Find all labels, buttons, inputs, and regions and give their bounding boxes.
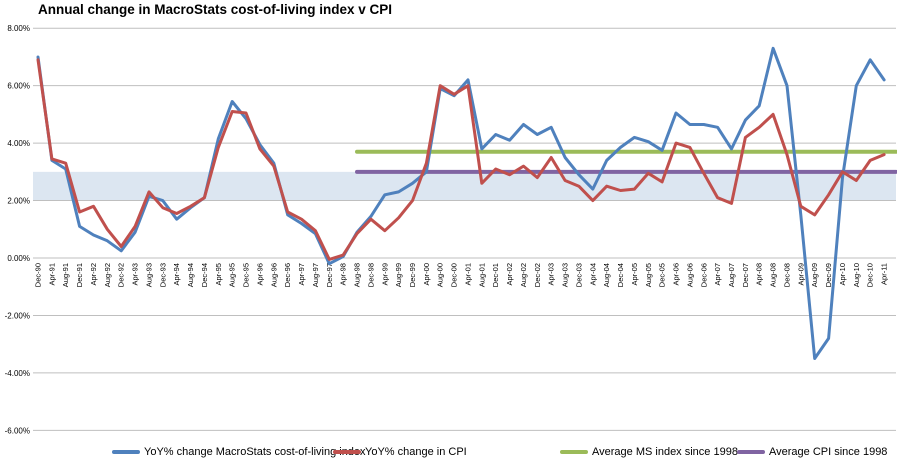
y-axis-tick-label: -2.00% (5, 311, 30, 320)
x-axis-tick-label: Apr-94 (172, 263, 181, 286)
legend-item: Average CPI since 1998 (737, 444, 887, 460)
target-band (33, 171, 896, 201)
x-axis-tick-label: Dec-97 (325, 263, 334, 287)
x-axis-tick-label: Aug-05 (644, 263, 653, 287)
x-axis-tick-label: Apr-09 (796, 263, 805, 286)
x-axis-tick-label: Aug-98 (353, 263, 362, 287)
x-axis-tick-label: Dec-99 (408, 263, 417, 287)
legend-label: YoY% change in CPI (365, 446, 467, 458)
x-axis-tick-label: Apr-95 (214, 263, 223, 286)
legend-swatch-icon (112, 450, 140, 454)
x-axis-tick-label: Dec-01 (491, 263, 500, 287)
x-axis-tick-label: Aug-93 (144, 263, 153, 287)
y-axis-tick-label: 2.00% (7, 197, 30, 206)
x-axis-tick-label: Aug-91 (61, 263, 70, 287)
x-axis-tick-label: Apr-98 (339, 263, 348, 286)
x-axis-tick-label: Aug-08 (769, 263, 778, 287)
x-axis-tick-label: Dec-90 (34, 263, 43, 287)
x-axis-tick-label: Aug-99 (394, 263, 403, 287)
x-axis-tick-label: Dec-94 (200, 263, 209, 287)
series-line-cpi (36, 58, 886, 261)
x-axis-tick-label: Aug-03 (561, 263, 570, 287)
x-axis-tick-label: Aug-94 (186, 263, 195, 287)
x-axis-tick-label: Apr-08 (755, 263, 764, 286)
y-axis-tick-label: -4.00% (5, 369, 30, 378)
x-axis-tick-label: Apr-97 (297, 263, 306, 286)
x-axis-tick-label: Aug-97 (311, 263, 320, 287)
x-axis-tick-label: Apr-04 (588, 263, 597, 286)
chart-title: Annual change in MacroStats cost-of-livi… (38, 2, 393, 17)
y-axis-tick-label: 0.00% (7, 254, 30, 263)
y-axis-tick-label: 8.00% (7, 24, 30, 33)
x-axis-tick-label: Dec-00 (450, 263, 459, 287)
legend: YoY% change MacroStats cost-of-living in… (0, 444, 897, 464)
x-axis-tick-label: Aug-02 (519, 263, 528, 287)
x-axis-tick-label: Aug-07 (727, 263, 736, 287)
x-axis-tick-label: Aug-09 (810, 263, 819, 287)
x-axis-tick-label: Dec-91 (75, 263, 84, 287)
legend-label: Average MS index since 1998 (592, 446, 738, 458)
x-axis-tick-label: Apr-93 (131, 263, 140, 286)
x-axis-tick-label: Dec-03 (574, 263, 583, 287)
legend-item: YoY% change MacroStats cost-of-living in… (112, 444, 366, 460)
x-axis-tick-label: Dec-96 (283, 263, 292, 287)
x-axis-tick-label: Dec-08 (782, 263, 791, 287)
y-axis-tick-label: -6.00% (5, 426, 30, 435)
y-axis-tick-label: 4.00% (7, 139, 30, 148)
x-axis-tick-label: Apr-92 (89, 263, 98, 286)
x-axis-tick-label: Dec-07 (741, 263, 750, 287)
legend-label: YoY% change MacroStats cost-of-living in… (144, 446, 366, 458)
x-axis-tick-label: Dec-95 (242, 263, 251, 287)
x-axis-tick-label: Apr-05 (630, 263, 639, 286)
x-axis-tick-label: Dec-93 (158, 263, 167, 287)
series-line-macrostats (36, 46, 886, 360)
x-axis-tick-label: Dec-02 (533, 263, 542, 287)
x-axis-tick-label: Aug-10 (852, 263, 861, 287)
x-axis-tick-label: Apr-07 (713, 263, 722, 286)
x-axis-tick-label: Dec-06 (699, 263, 708, 287)
x-axis-tick-label: Aug-00 (436, 263, 445, 287)
x-axis-tick-label: Apr-96 (255, 263, 264, 286)
y-axis-tick-label: 6.00% (7, 82, 30, 91)
x-axis-tick-label: Apr-00 (422, 263, 431, 286)
x-axis-tick-label: Dec-10 (866, 263, 875, 287)
x-axis-tick-label: Dec-09 (824, 263, 833, 287)
x-axis-tick-label: Aug-92 (103, 263, 112, 287)
x-axis-tick-label: Aug-04 (602, 263, 611, 287)
x-axis-tick-label: Dec-92 (117, 263, 126, 287)
x-axis-tick-label: Apr-02 (505, 263, 514, 286)
x-axis-tick-label: Apr-06 (672, 263, 681, 286)
x-axis-tick-label: Apr-91 (47, 263, 56, 286)
legend-swatch-icon (737, 450, 765, 454)
x-axis-tick-label: Aug-01 (477, 263, 486, 287)
x-axis-tick-label: Apr-10 (838, 263, 847, 286)
x-axis-tick-label: Apr-99 (380, 263, 389, 286)
legend-swatch-icon (333, 450, 361, 454)
x-axis-tick-label: Apr-03 (547, 263, 556, 286)
x-axis-tick-label: Dec-98 (366, 263, 375, 287)
x-axis-tick-label: Apr-01 (463, 263, 472, 286)
x-axis-tick-label: Apr-11 (880, 263, 889, 285)
legend-item: YoY% change in CPI (333, 444, 467, 460)
x-axis-tick-label: Aug-06 (685, 263, 694, 287)
x-axis-tick-label: Aug-95 (228, 263, 237, 287)
legend-label: Average CPI since 1998 (769, 446, 888, 458)
x-axis-tick-label: Dec-05 (658, 263, 667, 287)
legend-swatch-icon (560, 450, 588, 454)
x-axis-tick-label: Dec-04 (616, 263, 625, 287)
x-axis-tick-label: Aug-96 (269, 263, 278, 287)
legend-item: Average MS index since 1998 (560, 444, 738, 460)
